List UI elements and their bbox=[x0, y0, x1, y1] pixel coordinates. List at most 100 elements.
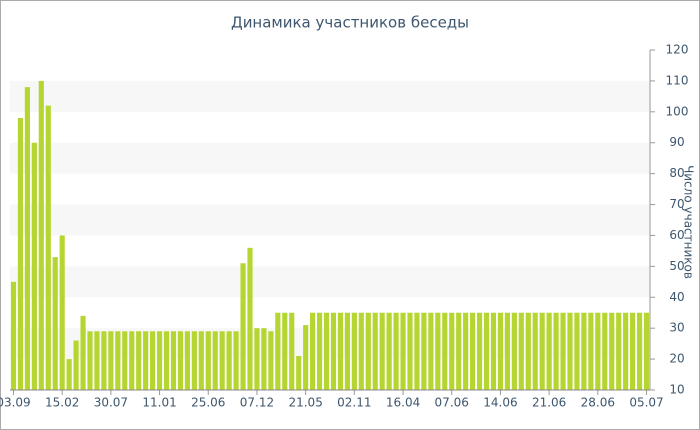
bar bbox=[407, 312, 413, 390]
bar bbox=[518, 312, 524, 390]
bar bbox=[456, 312, 462, 390]
x-tick-label: 02.11 bbox=[337, 396, 371, 410]
bar bbox=[323, 312, 330, 390]
bar bbox=[428, 312, 434, 390]
bar bbox=[219, 331, 225, 390]
x-tick-label: 07.06 bbox=[435, 396, 469, 410]
bar bbox=[101, 331, 107, 390]
chart-title: Динамика участников беседы bbox=[231, 14, 469, 32]
bar bbox=[268, 331, 274, 390]
bar bbox=[122, 331, 128, 390]
bar bbox=[233, 331, 239, 390]
x-tick-label: 11.01 bbox=[142, 396, 176, 410]
bar bbox=[150, 331, 156, 390]
grid-band bbox=[10, 80, 650, 112]
bar bbox=[386, 312, 392, 390]
bar bbox=[184, 331, 190, 390]
bar bbox=[226, 331, 232, 390]
bar bbox=[205, 331, 211, 390]
bar bbox=[630, 312, 636, 390]
bar bbox=[609, 312, 615, 390]
x-tick-label: 14.06 bbox=[483, 396, 517, 410]
x-tick-label: 15.02 bbox=[45, 396, 79, 410]
y-tick-label: 110 bbox=[666, 73, 689, 87]
bar bbox=[240, 263, 246, 390]
y-tick-label: 20 bbox=[669, 352, 684, 366]
bar bbox=[581, 312, 587, 390]
bar bbox=[636, 312, 643, 390]
bar bbox=[344, 312, 350, 390]
bar bbox=[275, 312, 281, 390]
bar bbox=[476, 312, 483, 390]
y-tick-label: 50 bbox=[669, 259, 684, 273]
bar bbox=[442, 312, 448, 390]
x-tick-label: 21.06 bbox=[532, 396, 566, 410]
bar bbox=[87, 331, 93, 390]
bar bbox=[504, 312, 510, 390]
bar bbox=[45, 105, 51, 391]
bar bbox=[52, 257, 58, 390]
bar bbox=[198, 331, 204, 390]
x-tick-label: 03.09 bbox=[0, 396, 31, 410]
bar bbox=[588, 312, 594, 390]
y-tick-label: 70 bbox=[669, 197, 684, 211]
bar bbox=[365, 312, 371, 390]
bar bbox=[129, 331, 135, 390]
y-tick-label: 60 bbox=[669, 228, 684, 242]
bar bbox=[470, 312, 476, 390]
x-tick-label: 05.07 bbox=[629, 396, 663, 410]
y-tick-label: 40 bbox=[669, 290, 684, 304]
y-tick-label: 30 bbox=[669, 321, 684, 335]
bar bbox=[421, 312, 427, 390]
bar bbox=[400, 312, 406, 390]
bar bbox=[525, 312, 531, 390]
y-tick-label: 120 bbox=[666, 43, 689, 57]
bar bbox=[393, 312, 399, 390]
bar bbox=[560, 312, 566, 390]
bar bbox=[94, 331, 100, 390]
bar bbox=[539, 312, 545, 390]
bar bbox=[156, 331, 163, 390]
grid-band bbox=[10, 266, 650, 298]
bar bbox=[73, 340, 79, 390]
x-tick-label: 28.06 bbox=[581, 396, 615, 410]
y-tick-label: 90 bbox=[669, 135, 684, 149]
bar bbox=[372, 312, 378, 390]
x-tick-label: 16.04 bbox=[386, 396, 420, 410]
bar bbox=[38, 80, 44, 390]
bar bbox=[379, 312, 385, 390]
y-tick-label: 80 bbox=[669, 166, 684, 180]
bar bbox=[143, 331, 149, 390]
bar bbox=[511, 312, 517, 390]
bar bbox=[337, 312, 344, 390]
bar bbox=[616, 312, 622, 390]
bar bbox=[296, 356, 302, 390]
bar bbox=[177, 331, 184, 390]
bar bbox=[483, 312, 490, 390]
bar bbox=[136, 331, 142, 390]
x-tick-label: 21.05 bbox=[288, 396, 322, 410]
bar bbox=[212, 331, 218, 390]
bar bbox=[115, 331, 121, 390]
y-tick-label: 100 bbox=[666, 104, 689, 118]
bar bbox=[623, 312, 629, 390]
bar bbox=[247, 247, 253, 390]
bar bbox=[358, 312, 364, 390]
bar bbox=[497, 312, 504, 390]
bar bbox=[435, 312, 441, 390]
bar bbox=[10, 281, 17, 390]
x-tick-label: 07.12 bbox=[240, 396, 274, 410]
bar bbox=[254, 328, 260, 390]
y-tick-label: 10 bbox=[669, 383, 684, 397]
bar bbox=[553, 312, 559, 390]
bar bbox=[310, 312, 316, 390]
bar bbox=[602, 312, 608, 390]
bar bbox=[282, 312, 288, 390]
bar bbox=[289, 312, 295, 390]
bar bbox=[414, 312, 420, 390]
bar bbox=[330, 312, 337, 390]
x-tick-label: 25.06 bbox=[191, 396, 225, 410]
y-axis-title: Число участников bbox=[682, 165, 696, 279]
